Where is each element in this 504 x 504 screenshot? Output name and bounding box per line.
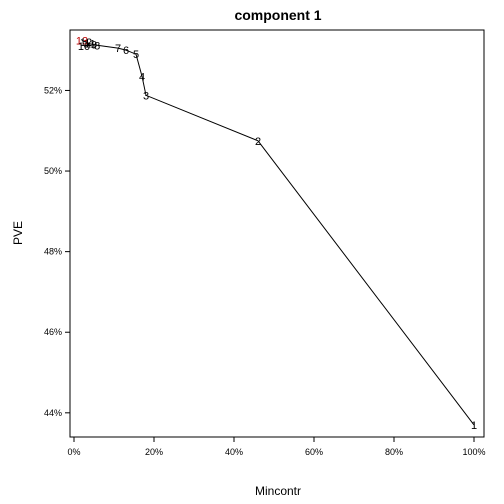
x-tick-label: 40% (225, 447, 243, 457)
point-label-10: 10 (78, 41, 90, 53)
y-tick-label: 46% (44, 327, 62, 337)
point-label-2: 2 (255, 136, 261, 148)
x-axis-label: Mincontr (255, 484, 301, 498)
point-label-12: 12 (80, 37, 92, 49)
x-tick-label: 60% (305, 447, 323, 457)
point-label-13: 13 (76, 35, 88, 47)
y-axis-label: PVE (11, 221, 25, 245)
x-tick-label: 20% (145, 447, 163, 457)
x-axis: 0% 20% 40% 60% 80% 100% (67, 437, 486, 457)
y-tick-label: 50% (44, 166, 62, 176)
y-tick-label: 44% (44, 408, 62, 418)
x-tick-label: 80% (385, 447, 403, 457)
point-label-5: 5 (133, 49, 139, 61)
point-label-11: 11 (84, 39, 95, 51)
x-tick-label: 0% (67, 447, 80, 457)
series-line (81, 40, 475, 426)
y-tick-label: 52% (44, 85, 62, 95)
chart-title: component 1 (234, 7, 321, 23)
point-label-7: 7 (115, 43, 121, 55)
point-label-9: 9 (91, 40, 97, 52)
point-label-6: 6 (123, 45, 129, 57)
x-tick-label: 100% (462, 447, 485, 457)
point-label-1: 1 (471, 420, 477, 432)
point-label-4: 4 (139, 71, 145, 83)
y-axis: 44% 46% 48% 50% 52% (44, 85, 70, 418)
point-label-3: 3 (143, 90, 149, 102)
plot-frame (69, 29, 485, 438)
point-label-8: 8 (94, 40, 100, 52)
y-tick-label: 48% (44, 247, 62, 257)
